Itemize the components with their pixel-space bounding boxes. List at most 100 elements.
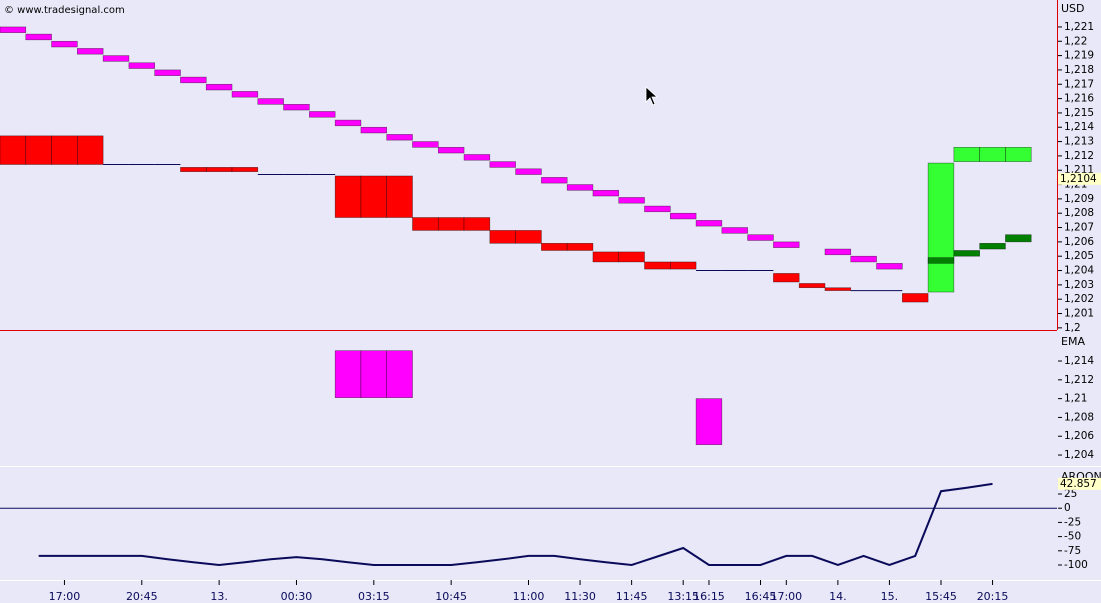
watermark: © www.tradesignal.com [4,5,125,16]
box [334,350,362,398]
x-tick-label: 13:15 [667,590,699,603]
box [489,161,516,168]
box [927,162,955,293]
box [360,126,388,134]
box [927,257,955,264]
box [51,135,78,165]
y-tick-label: 1,2 [1064,322,1081,334]
box [669,261,697,270]
x-tick-label: 03:15 [358,590,390,603]
y-tick-label: 1,212 [1064,150,1094,162]
box [386,134,413,141]
x-tick-label: 00:30 [281,590,313,603]
box [77,135,104,165]
y-tick-label: 1,212 [1064,374,1094,386]
box [360,175,388,218]
box [515,230,542,244]
box [695,220,723,227]
y-tick-label: 1,204 [1064,449,1094,461]
y-tick-label: 1,208 [1064,207,1094,219]
box [721,227,748,234]
y-tick-label: 1,206 [1064,236,1094,248]
axis-area [1058,0,1101,603]
y-tick-label: -25 [1064,516,1081,528]
line [38,482,993,567]
last-value-label: 1,2104 [1060,173,1097,185]
y-tick-label: 1,22 [1064,35,1087,47]
box [77,48,104,55]
y-tick-label: 1,201 [1064,308,1094,320]
axis-title: EMA [1061,335,1085,348]
y-tick-label: 1,218 [1064,64,1094,76]
x-tick-label: 11:30 [564,590,596,603]
box [128,62,155,69]
y-tick-label: 1,21 [1064,393,1087,405]
y-tick-label: 1,215 [1064,107,1094,119]
box [773,241,800,248]
y-tick-label: 1,204 [1064,265,1094,277]
y-tick-label: -50 [1064,531,1081,543]
box [824,287,852,291]
y-tick-label: 1,216 [1064,93,1094,105]
box [0,135,27,165]
box [773,273,800,283]
box [541,177,568,184]
box [283,104,310,111]
box [979,243,1006,250]
box [412,217,439,231]
box [489,230,516,244]
x-tick-label: 16:45 [745,590,777,603]
box [566,184,594,191]
box [592,189,620,197]
x-tick-label: 10:45 [435,590,467,603]
box [51,40,78,48]
box [205,83,233,91]
y-tick-label: -100 [1064,559,1088,571]
x-tick-label: 15:45 [925,590,957,603]
box [747,234,774,241]
box [154,69,181,76]
last-value-label: 42.857 [1060,478,1097,490]
x-tick-label: 13. [210,590,228,603]
box [798,283,826,289]
axis-title: USD [1061,2,1085,15]
last-value-box [1058,172,1101,185]
y-tick-label: 1,202 [1064,293,1094,305]
box [902,293,929,303]
box [644,205,671,213]
box [334,119,362,127]
y-tick-label: 1,209 [1064,193,1094,205]
box [180,167,207,172]
box [412,141,439,148]
box [979,147,1006,162]
y-tick-label: 1,206 [1064,430,1094,442]
x-tick-label: 11:45 [616,590,648,603]
x-tick-label: 15. [881,590,899,603]
y-tick-label: 1,219 [1064,50,1094,62]
x-tick-label: 17:00 [770,590,802,603]
box [618,251,645,263]
x-tick-label: 16:15 [693,590,725,603]
box [334,175,362,218]
box [876,263,903,270]
box [592,251,620,263]
y-tick-label: 1,214 [1064,121,1094,133]
y-tick-label: 0 [1064,502,1071,514]
y-tick-label: -75 [1064,545,1081,557]
y-tick-label: 25 [1064,488,1077,500]
box [360,350,388,398]
y-tick-label: 1,221 [1064,21,1094,33]
box [386,350,413,398]
box [644,261,671,270]
y-tick-label: 1,207 [1064,222,1094,234]
box [463,217,491,231]
box [205,167,233,172]
box [850,255,877,263]
box [180,76,207,84]
box [0,26,27,33]
box [566,243,594,251]
box [231,167,259,172]
y-tick-label: 1,205 [1064,250,1094,262]
